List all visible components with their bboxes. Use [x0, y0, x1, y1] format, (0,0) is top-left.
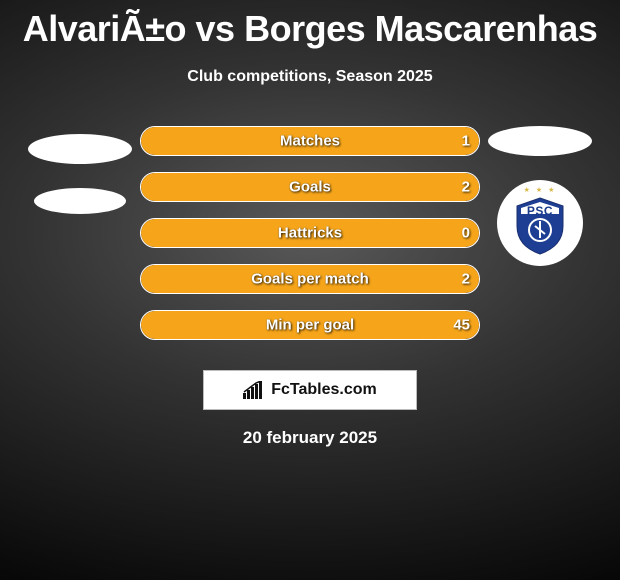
right-player-club-logo: ★ ★ ★ PSC	[497, 180, 583, 266]
stat-row-matches: Matches 1	[140, 126, 480, 156]
stat-value-right: 45	[453, 317, 470, 334]
stat-value-right: 0	[462, 225, 470, 242]
page-content: AlvariÃ±o vs Borges Mascarenhas Club com…	[0, 0, 620, 448]
club-shield-text: PSC	[513, 204, 567, 218]
page-subtitle: Club competitions, Season 2025	[0, 68, 620, 86]
comparison-row: Matches 1 Goals 2 Hattricks 0	[0, 126, 620, 340]
stat-row-min-per-goal: Min per goal 45	[140, 310, 480, 340]
left-player-column	[20, 126, 140, 238]
page-footer: FcTables.com 20 february 2025	[0, 370, 620, 448]
stat-value-right: 1	[462, 133, 470, 150]
page-title: AlvariÃ±o vs Borges Mascarenhas	[0, 8, 620, 50]
right-player-avatar-placeholder	[488, 126, 592, 156]
stat-label: Goals	[289, 179, 331, 196]
stat-row-goals-per-match: Goals per match 2	[140, 264, 480, 294]
stat-label: Min per goal	[266, 317, 354, 334]
fctables-brand-text: FcTables.com	[271, 381, 377, 399]
club-shield-icon: PSC	[513, 196, 567, 256]
stat-value-right: 2	[462, 271, 470, 288]
stat-row-hattricks: Hattricks 0	[140, 218, 480, 248]
footer-date: 20 february 2025	[243, 428, 377, 448]
bar-chart-icon	[243, 381, 265, 399]
fctables-badge[interactable]: FcTables.com	[203, 370, 417, 410]
left-player-club-placeholder	[34, 188, 126, 214]
stat-label: Goals per match	[251, 271, 369, 288]
right-player-column: ★ ★ ★ PSC	[480, 126, 600, 266]
club-stars-icon: ★ ★ ★	[524, 186, 557, 194]
stat-label: Hattricks	[278, 225, 342, 242]
stat-value-right: 2	[462, 179, 470, 196]
stat-row-goals: Goals 2	[140, 172, 480, 202]
left-player-avatar-placeholder	[28, 134, 132, 164]
stat-label: Matches	[280, 133, 340, 150]
stat-bars: Matches 1 Goals 2 Hattricks 0	[140, 126, 480, 340]
